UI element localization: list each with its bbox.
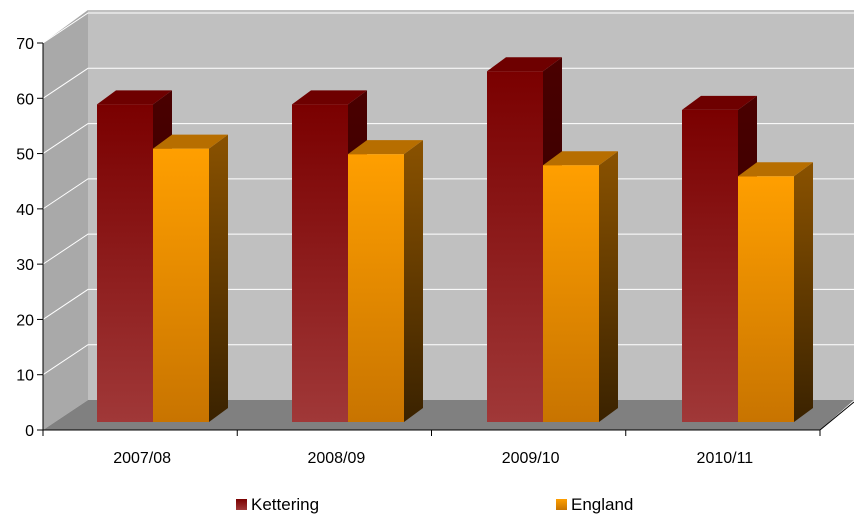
bars bbox=[97, 57, 813, 423]
x-tick-label: 2010/11 bbox=[697, 450, 754, 467]
y-tick-label: 50 bbox=[16, 147, 34, 164]
bar-top bbox=[348, 140, 423, 155]
bar-front bbox=[153, 148, 209, 422]
legend-label: Kettering bbox=[251, 495, 319, 514]
y-axis: 0 10 20 30 40 50 60 70 bbox=[16, 36, 44, 440]
bar-top bbox=[487, 57, 562, 72]
y-tick-label: 0 bbox=[25, 423, 34, 440]
y-tick-label: 70 bbox=[16, 36, 34, 53]
chart-side-wall bbox=[43, 10, 88, 430]
bar-front bbox=[738, 176, 794, 422]
x-axis: 2007/08 2008/09 2009/10 2010/11 bbox=[42, 401, 854, 467]
bar-front bbox=[348, 154, 404, 422]
bar-front bbox=[97, 104, 153, 423]
bar-top bbox=[97, 90, 172, 105]
gridline bbox=[42, 123, 854, 154]
y-tick-label: 60 bbox=[16, 91, 34, 108]
bar-top bbox=[543, 151, 618, 166]
bar-side bbox=[599, 151, 618, 422]
legend: Kettering England bbox=[236, 495, 633, 514]
bar-top bbox=[292, 90, 367, 105]
bar-side bbox=[404, 140, 423, 422]
bar-side bbox=[209, 134, 228, 422]
bar-side bbox=[794, 162, 813, 422]
legend-label: England bbox=[571, 495, 633, 514]
bar-england-2010-11 bbox=[738, 162, 813, 422]
bar-top bbox=[153, 134, 228, 149]
legend-swatch bbox=[556, 499, 567, 510]
y-tick-label: 30 bbox=[16, 257, 34, 274]
chart-back-wall bbox=[88, 10, 854, 400]
y-tick-label: 10 bbox=[16, 368, 34, 385]
x-tick-label: 2008/09 bbox=[307, 450, 365, 467]
bar-top bbox=[682, 95, 757, 110]
bar-front bbox=[487, 71, 543, 422]
gridline bbox=[42, 12, 854, 44]
y-tick-label: 20 bbox=[16, 312, 34, 329]
chart-floor bbox=[43, 400, 854, 430]
bar-front bbox=[682, 109, 738, 422]
bar-front bbox=[543, 165, 599, 422]
bar-england-2008-09 bbox=[348, 140, 423, 422]
y-tick-label: 40 bbox=[16, 202, 34, 219]
x-tick-label: 2009/10 bbox=[502, 450, 560, 467]
bar-front bbox=[292, 104, 348, 423]
bar-england-2007-08 bbox=[153, 134, 228, 422]
legend-swatch bbox=[236, 499, 247, 510]
gridline bbox=[42, 67, 854, 99]
x-tick-label: 2007/08 bbox=[113, 450, 171, 467]
bar-top bbox=[738, 162, 813, 177]
bar-england-2009-10 bbox=[543, 151, 618, 422]
